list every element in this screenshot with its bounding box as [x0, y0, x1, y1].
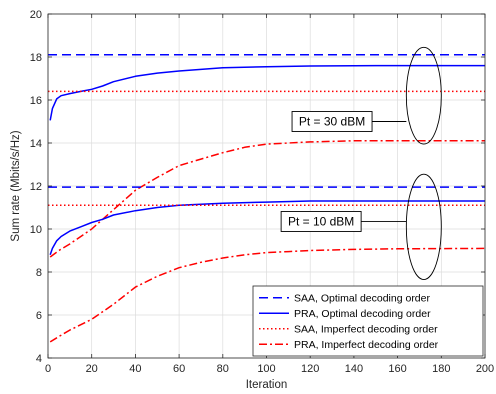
y-tick-label: 10: [30, 224, 42, 236]
x-tick-label: 40: [129, 363, 141, 375]
legend-label: PRA, Optimal decoding order: [294, 308, 431, 320]
series-line-pra-imperfect-decoding-order-pt-30-dbm: [49, 140, 485, 258]
x-tick-label: 80: [217, 363, 229, 375]
series-line-pra-imperfect-decoding-order-pt-10-dbm: [49, 247, 486, 343]
series-line-pra-optimal-decoding-order-pt-30-dbm: [49, 64, 485, 121]
x-tick-label: 160: [388, 363, 406, 375]
y-tick-label: 4: [36, 353, 42, 365]
x-tick-label: 140: [345, 363, 363, 375]
y-tick-label: 12: [30, 181, 42, 193]
x-tick-label: 100: [257, 363, 275, 375]
annotation-ellipse: [405, 173, 442, 280]
y-tick-label: 20: [30, 9, 42, 21]
series-lines: [48, 54, 486, 343]
legend-box: [252, 285, 484, 357]
axis-ticks: 0 20 40 60 80 100 120 140 160 180 200 4 6 8 10 12 14 16 18…: [30, 9, 494, 375]
legend-label: PRA, Imperfect decoding order: [294, 339, 439, 351]
y-tick-label: 16: [30, 95, 42, 107]
x-tick-label: 180: [432, 363, 450, 375]
annotations: Pt = 30 dBM Pt = 10 dBM: [280, 46, 442, 280]
annotation-label: Pt = 30 dBM: [299, 115, 365, 129]
y-tick-label: 14: [30, 138, 42, 150]
x-tick-label: 200: [476, 363, 494, 375]
annotation-box: [291, 111, 373, 132]
y-axis-title: Sum rate (Mbits/s/Hz): [10, 130, 22, 241]
x-tick-label: 60: [173, 363, 185, 375]
annotation-box: [280, 211, 362, 232]
y-tick-label: 8: [36, 267, 42, 279]
y-tick-label: 6: [36, 310, 42, 322]
y-tick-label: 18: [30, 52, 42, 64]
annotation-ellipse: [405, 46, 442, 145]
legend: SAA, Optimal decoding order PRA, Optimal …: [252, 285, 484, 357]
annotation-label: Pt = 10 dBM: [288, 214, 354, 228]
x-axis-title: Iteration: [246, 379, 288, 391]
legend-label: SAA, Imperfect decoding order: [294, 324, 438, 336]
x-tick-label: 0: [45, 363, 51, 375]
series-line-pra-optimal-decoding-order-pt-10-dbm: [49, 200, 485, 256]
x-tick-label: 20: [86, 363, 98, 375]
x-tick-label: 120: [301, 363, 319, 375]
legend-label: SAA, Optimal decoding order: [294, 293, 430, 305]
